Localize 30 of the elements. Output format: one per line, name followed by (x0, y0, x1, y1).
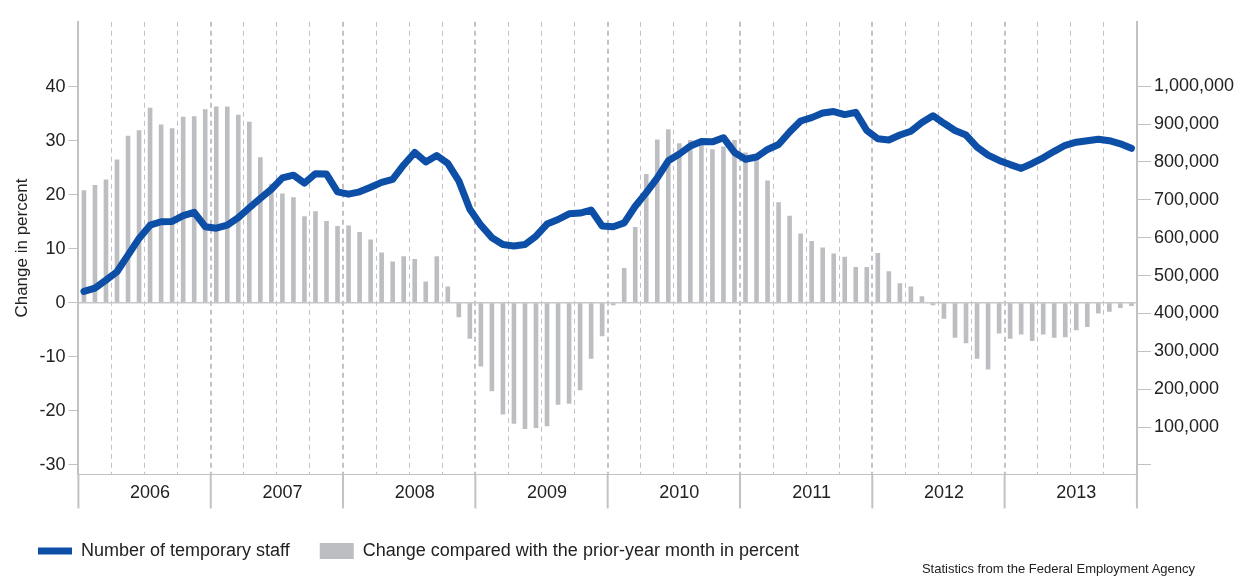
y-tick-label: 30 (45, 129, 66, 150)
x-tick-label: 2007 (262, 482, 303, 503)
y-tick-label: -30 (39, 453, 66, 474)
y-tick-label: -20 (39, 399, 66, 420)
y-tick-label: 40 (45, 75, 66, 96)
x-tick-label: 2006 (130, 482, 171, 503)
x-tick-label: 2009 (527, 482, 568, 503)
y-tick-label: 10 (45, 237, 66, 258)
y-axis-title: Change in percent (11, 178, 31, 318)
y2-tick-label: 900,000 (1153, 113, 1219, 134)
y2-tick-label: 100,000 (1153, 416, 1219, 437)
x-tick-label: 2013 (1056, 482, 1097, 503)
y2-tick-label: 700,000 (1153, 188, 1219, 209)
x-tick-label: 2008 (394, 482, 435, 503)
x-tick-label: 2011 (792, 482, 832, 503)
y2-tick-label: 400,000 (1153, 302, 1219, 323)
y2-tick-label: 1,000,000 (1153, 75, 1234, 96)
text: Statistics from the Federal Employment Agency (921, 561, 1195, 576)
legend-label: Number of temporary staff (81, 539, 291, 560)
y-tick-label: -10 (39, 345, 66, 366)
x-tick-label: 2012 (923, 482, 964, 503)
y2-tick-label: 800,000 (1153, 150, 1219, 171)
y-tick-label: 20 (45, 183, 66, 204)
y2-tick-label: 600,000 (1153, 226, 1219, 247)
y2-tick-label: 300,000 (1153, 340, 1219, 361)
x-tick-label: 2010 (659, 482, 700, 503)
legend-label: Change compared with the prior-year month in percent (362, 539, 799, 560)
y-tick-label: 0 (55, 291, 66, 312)
y2-tick-label: 200,000 (1153, 378, 1219, 399)
y2-tick-label: 500,000 (1153, 264, 1219, 285)
